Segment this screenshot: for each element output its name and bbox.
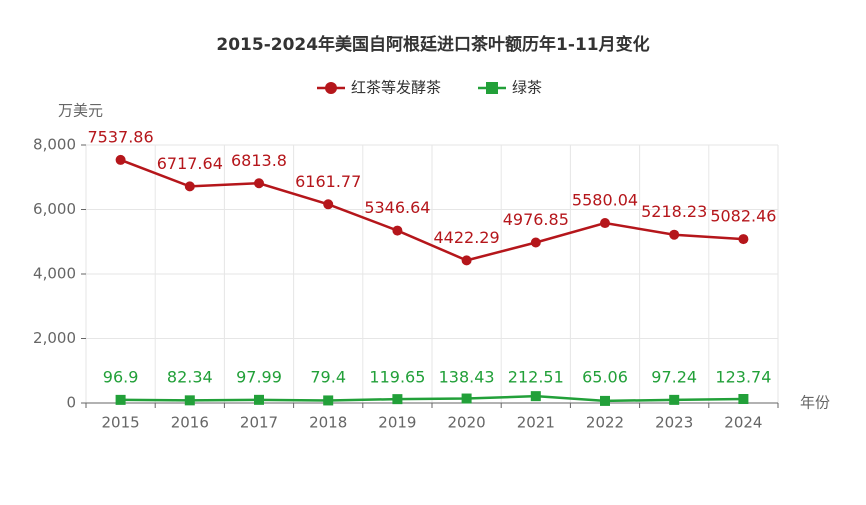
point <box>669 229 680 240</box>
point <box>323 199 334 210</box>
x-tick-label: 2020 <box>448 414 486 432</box>
data-label: 7537.86 <box>88 127 154 146</box>
line <box>120 394 744 403</box>
legend-label: 红茶等发酵茶 <box>351 79 441 97</box>
x-axis-label: 年份 <box>800 394 830 412</box>
point <box>461 255 472 266</box>
point <box>254 178 264 189</box>
chart-title: 2015-2024年美国自阿根廷进口茶叶额历年1-11月变化 <box>216 34 649 55</box>
data-label: 4422.29 <box>434 228 500 247</box>
point <box>530 237 541 248</box>
point <box>530 391 541 402</box>
x-tick-label: 2017 <box>240 414 278 432</box>
point <box>115 394 126 405</box>
data-label: 5082.46 <box>710 207 776 226</box>
y-tick-label: 2,000 <box>33 329 76 347</box>
data-label: 138.43 <box>439 368 495 387</box>
data-label: 119.65 <box>369 368 425 387</box>
point <box>600 395 610 406</box>
data-label: 123.74 <box>715 368 771 387</box>
y-tick-label: 6,000 <box>33 200 76 218</box>
x-tick-label: 2016 <box>171 414 209 432</box>
point <box>323 395 334 406</box>
point <box>392 394 403 405</box>
y-axis-label: 万美元 <box>58 102 103 120</box>
data-label: 97.99 <box>236 368 282 387</box>
data-label: 97.24 <box>651 368 697 387</box>
point <box>461 393 472 404</box>
data-label: 79.4 <box>310 368 346 387</box>
point <box>184 181 195 192</box>
legend-marker <box>486 82 498 94</box>
data-label: 212.51 <box>508 368 564 387</box>
point <box>669 394 680 405</box>
data-label: 4976.85 <box>503 210 569 229</box>
x-tick-label: 2021 <box>517 414 555 432</box>
y-tick-label: 4,000 <box>33 265 76 283</box>
y-tick-label: 0 <box>66 394 76 412</box>
x-tick-label: 2022 <box>586 414 624 432</box>
point <box>115 154 126 165</box>
point <box>392 225 403 236</box>
y-tick-label: 8,000 <box>33 136 76 154</box>
data-label: 6717.64 <box>157 154 223 173</box>
point <box>600 218 610 229</box>
data-label: 5346.64 <box>364 198 430 217</box>
data-label: 96.9 <box>103 368 139 387</box>
x-tick-label: 2018 <box>309 414 347 432</box>
data-label: 82.34 <box>167 368 213 387</box>
data-label: 6813.8 <box>231 151 287 170</box>
legend-label: 绿茶 <box>512 79 542 97</box>
point <box>254 394 264 405</box>
data-label: 5580.04 <box>572 191 638 210</box>
point <box>738 394 749 405</box>
point <box>738 234 749 245</box>
data-label: 6161.77 <box>295 172 361 191</box>
legend-marker <box>325 82 337 94</box>
x-tick-label: 2019 <box>378 414 416 432</box>
x-tick-label: 2024 <box>724 414 762 432</box>
x-tick-label: 2015 <box>102 414 140 432</box>
line <box>120 158 744 262</box>
data-label: 65.06 <box>582 368 628 387</box>
x-tick-label: 2023 <box>655 414 693 432</box>
point <box>184 395 195 406</box>
data-label: 5218.23 <box>641 202 707 221</box>
